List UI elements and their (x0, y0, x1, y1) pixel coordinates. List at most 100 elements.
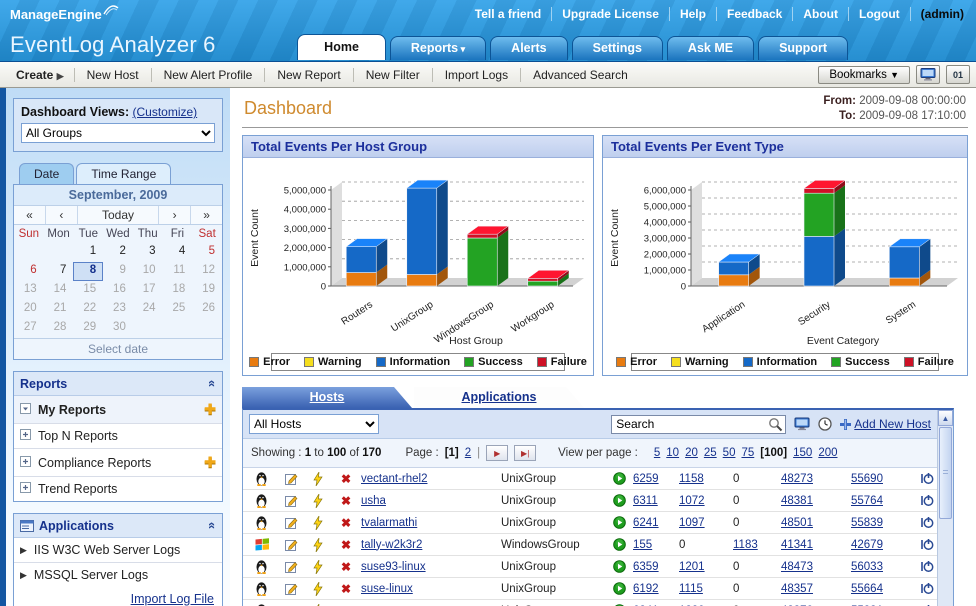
tab-alerts[interactable]: Alerts (490, 36, 568, 60)
host-name-link[interactable]: suse-linux (361, 582, 413, 595)
event-count-link[interactable]: 55764 (851, 494, 883, 507)
event-count-link[interactable]: 6192 (633, 582, 659, 595)
event-count-link[interactable]: 6311 (633, 494, 658, 507)
select-date-label[interactable]: Select date (14, 338, 222, 359)
tab-home[interactable]: Home (297, 34, 386, 60)
event-count-link[interactable]: 55664 (851, 582, 883, 595)
scrollbar-track[interactable] (938, 520, 953, 606)
calendar-day[interactable]: 6 (30, 264, 37, 276)
header-link-help[interactable]: Help (670, 7, 717, 21)
tab-ask-me[interactable]: Ask ME (666, 36, 755, 60)
expand-tree-icon[interactable] (20, 482, 31, 496)
calendar-day[interactable]: 5 (208, 245, 215, 257)
event-count-link[interactable]: 6241 (633, 516, 659, 529)
delete-icon[interactable]: ✖ (331, 604, 361, 606)
calendar-day[interactable]: 10 (142, 264, 156, 276)
page-link[interactable]: 2 (464, 447, 472, 459)
host-name-link[interactable]: suse-amp (361, 605, 501, 606)
host-stats-icon[interactable] (913, 494, 941, 507)
event-count-link[interactable]: 42679 (851, 538, 883, 551)
calendar-day[interactable]: 20 (23, 302, 37, 314)
search-input[interactable] (616, 417, 769, 431)
view-option[interactable]: 5 (653, 447, 661, 459)
calendar-day[interactable]: 22 (83, 302, 97, 314)
event-count-link[interactable]: 6259 (633, 472, 659, 485)
delete-icon[interactable]: ✖ (340, 581, 352, 596)
event-count-link[interactable]: 1158 (679, 472, 704, 485)
hosts-tab-hosts[interactable]: Hosts (242, 387, 412, 408)
event-count-link[interactable]: 1115 (679, 582, 703, 595)
lightning-icon[interactable] (305, 581, 331, 596)
sidebar-item-mssql-server-logs[interactable]: ▶ MSSQL Server Logs (14, 563, 222, 587)
view-option[interactable]: 25 (703, 447, 717, 459)
event-count-link[interactable]: 6359 (633, 560, 659, 573)
toolbar-item-new-filter[interactable]: New Filter (352, 67, 432, 82)
calendar-day[interactable]: 9 (119, 264, 126, 276)
calendar-day[interactable]: 3 (149, 245, 156, 257)
calendar-day[interactable]: 17 (142, 283, 156, 295)
sidebar-item-my-reports[interactable]: My Reports ✚ (14, 396, 222, 424)
event-count-link[interactable]: 55831 (851, 605, 913, 606)
tab-support[interactable]: Support (758, 36, 848, 60)
host-name-link[interactable]: tally-w2k3r2 (361, 538, 423, 551)
calendar-day[interactable]: 19 (202, 283, 215, 295)
lightning-icon[interactable] (305, 493, 331, 508)
toolbar-item-new-report[interactable]: New Report (264, 67, 352, 82)
event-count-link[interactable]: 48501 (781, 516, 813, 529)
calendar-day[interactable]: 2 (119, 245, 126, 257)
calendar-day[interactable]: 16 (113, 283, 126, 295)
edit-icon[interactable] (277, 538, 305, 551)
calendar-day[interactable]: 23 (113, 302, 126, 314)
calendar-day[interactable]: 13 (23, 283, 37, 295)
last-page-button[interactable]: ▶| (514, 445, 537, 461)
sidebar-item-top-n-reports[interactable]: Top N Reports (14, 424, 222, 449)
host-name-link[interactable]: vectant-rhel2 (361, 472, 428, 485)
view-option[interactable]: 75 (741, 447, 755, 459)
calendar-day[interactable]: 11 (173, 264, 186, 276)
delete-icon[interactable]: ✖ (340, 559, 352, 574)
event-count-link[interactable]: 1201 (679, 560, 705, 573)
event-count-link[interactable]: 55690 (851, 472, 883, 485)
event-count-link[interactable]: 48381 (781, 494, 813, 507)
host-filter-select[interactable]: All Hosts (249, 414, 379, 434)
event-count-link[interactable]: 48273 (781, 472, 813, 485)
event-count-link[interactable]: 155 (633, 538, 653, 551)
header-link-logout[interactable]: Logout (849, 7, 911, 21)
event-count-link[interactable]: 1097 (679, 516, 705, 529)
toolbar-item-advanced-search[interactable]: Advanced Search (520, 67, 640, 82)
sidebar-item-trend-reports[interactable]: Trend Reports (14, 477, 222, 501)
lightning-icon[interactable] (305, 515, 331, 530)
calendar-day[interactable]: 18 (172, 283, 186, 295)
import-log-file-link[interactable]: Import Log File (130, 592, 214, 606)
event-count-link[interactable]: 48357 (781, 582, 813, 595)
calendar-tab-time-range[interactable]: Time Range (76, 163, 172, 184)
next-page-button[interactable]: ▶ (486, 445, 509, 461)
view-option[interactable]: 20 (685, 447, 698, 459)
calendar-day[interactable]: 15 (83, 283, 97, 295)
lightning-icon[interactable] (305, 537, 331, 552)
lightning-icon[interactable] (305, 471, 331, 486)
view-option[interactable]: 150 (793, 447, 813, 459)
collapse-tree-icon[interactable] (20, 402, 31, 417)
header-link-feedback[interactable]: Feedback (717, 7, 794, 21)
calendar-next-year-button[interactable]: » (203, 208, 210, 222)
console-monitor-icon-button[interactable] (916, 65, 940, 84)
calendar-prev-year-button[interactable]: « (14, 206, 46, 224)
scroll-up-icon[interactable]: ▲ (938, 410, 953, 426)
edit-icon[interactable] (277, 560, 305, 573)
monitor-icon[interactable] (794, 417, 810, 431)
calendar-next-month-button[interactable]: › (159, 206, 192, 224)
calendar-day[interactable]: 4 (178, 245, 186, 257)
calendar-day-selected[interactable]: 8 (73, 262, 104, 281)
host-name-link[interactable]: suse93-linux (361, 560, 426, 573)
dashboard-view-select[interactable]: All Groups (21, 123, 215, 143)
lightning-icon[interactable] (305, 603, 331, 606)
view-option[interactable]: 50 (722, 447, 736, 459)
calendar-day[interactable]: 28 (53, 321, 67, 333)
calendar-day[interactable]: 21 (53, 302, 67, 314)
delete-icon[interactable]: ✖ (340, 537, 352, 552)
edit-icon[interactable] (277, 472, 305, 485)
bookmarks-button[interactable]: Bookmarks ▼ (818, 65, 910, 84)
calendar-day[interactable]: 29 (83, 321, 97, 333)
calendar-day[interactable]: 1 (89, 245, 97, 257)
